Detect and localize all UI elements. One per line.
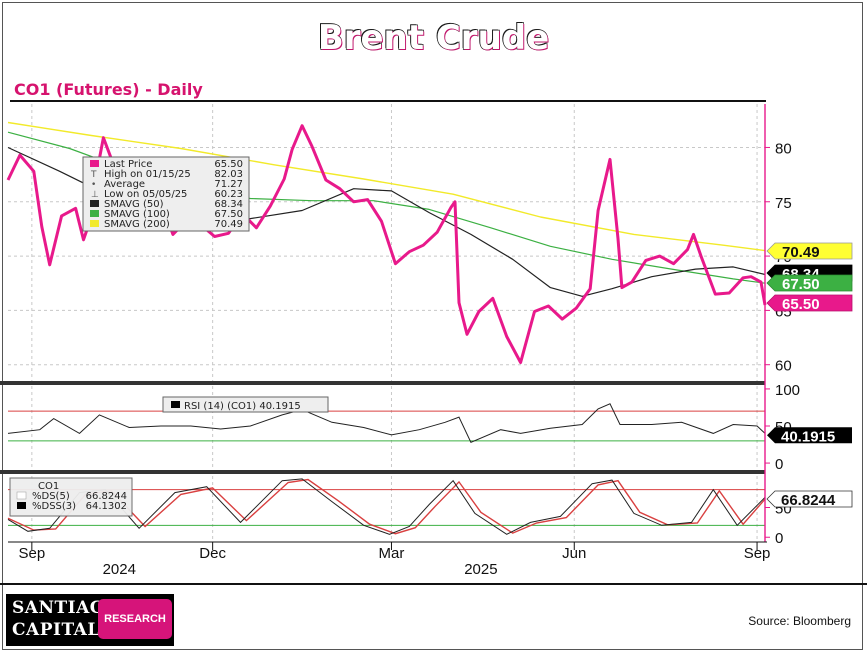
price-tick-label-0: 80 bbox=[775, 140, 792, 157]
price-value-tag-green bbox=[766, 274, 853, 292]
legend-label-4: SMAVG (50) bbox=[104, 199, 164, 210]
logo-line2: CAPITAL bbox=[12, 620, 100, 640]
x-tick-label-0: Sep bbox=[18, 545, 45, 562]
stoch-value-label: 66.8244 bbox=[781, 492, 836, 509]
x-year-label-1: 2025 bbox=[464, 561, 497, 578]
legend-label-0: Last Price bbox=[104, 159, 152, 170]
rsi-value-tag bbox=[767, 427, 852, 444]
stoch-legend-label-2: %DSS(3) bbox=[32, 501, 76, 512]
stoch-dss-line bbox=[7, 478, 766, 535]
legend-marker-1: T bbox=[90, 170, 97, 180]
legend-marker-4 bbox=[90, 200, 99, 207]
subtitle-divider bbox=[10, 100, 766, 102]
rsi-legend-box bbox=[162, 396, 329, 413]
price-tick-label-4: 60 bbox=[775, 358, 792, 375]
rsi-separator bbox=[0, 381, 765, 385]
price-tick-label-1: 75 bbox=[775, 195, 792, 212]
legend-value-3: 60.23 bbox=[214, 189, 243, 200]
price-value-label-yellow: 70.49 bbox=[782, 244, 820, 261]
stoch-legend-label-0: CO1 bbox=[38, 481, 59, 492]
legend-value-6: 70.49 bbox=[214, 219, 243, 230]
legend-label-1: High on 01/15/25 bbox=[104, 169, 191, 180]
legend-value-0: 65.50 bbox=[214, 159, 243, 170]
legend-marker-6 bbox=[90, 220, 99, 227]
stoch-legend-box bbox=[9, 477, 133, 517]
source-note: Source: Bloomberg bbox=[748, 614, 851, 628]
x-tick-label-3: Jun bbox=[562, 545, 586, 562]
x-tick-label-4: Sep bbox=[744, 545, 771, 562]
chart-subtitle: CO1 (Futures) - Daily bbox=[14, 80, 203, 99]
stoch-legend-value-2: 64.1302 bbox=[86, 501, 127, 512]
legend-marker-3: ⊥ bbox=[91, 190, 99, 200]
legend-value-5: 67.50 bbox=[214, 209, 243, 220]
rsi-tick-label-2: 0 bbox=[775, 456, 783, 473]
legend-marker-0 bbox=[90, 160, 99, 167]
legend-value-1: 82.03 bbox=[214, 169, 243, 180]
rsi-value-label: 40.1915 bbox=[781, 428, 835, 445]
stoch-legend-marker-2 bbox=[17, 502, 26, 509]
stoch-legend-label-1: %DS(5) bbox=[32, 491, 70, 502]
stoch-separator bbox=[0, 470, 765, 474]
footer-divider bbox=[0, 583, 867, 585]
price-value-tag-yellow bbox=[766, 242, 853, 260]
legend-label-6: SMAVG (200) bbox=[104, 219, 170, 230]
legend-label-2: Average bbox=[104, 179, 145, 190]
logo-badge: RESEARCH bbox=[98, 599, 172, 639]
legend-label-3: Low on 05/05/25 bbox=[104, 189, 187, 200]
page-title: Brent Crude bbox=[317, 17, 550, 58]
price-value-tag-pink bbox=[766, 294, 853, 312]
price-value-label-green: 67.50 bbox=[782, 276, 820, 293]
price-value-label-pink: 65.50 bbox=[782, 296, 820, 313]
series-line-sma200 bbox=[7, 121, 766, 252]
legend-marker-2: • bbox=[91, 180, 96, 190]
rsi-tick-label-0: 100 bbox=[775, 382, 800, 399]
rsi-legend-text: RSI (14) (CO1) 40.1915 bbox=[184, 401, 301, 412]
logo-line1: SANTIAGO bbox=[12, 598, 121, 618]
x-year-label-0: 2024 bbox=[103, 561, 136, 578]
stoch-value-tag bbox=[766, 490, 853, 508]
santiago-capital-logo: SANTIAGO CAPITAL RESEARCH bbox=[6, 594, 174, 646]
x-tick-label-1: Dec bbox=[199, 545, 226, 562]
legend-marker-5 bbox=[90, 210, 99, 217]
legend-label-5: SMAVG (100) bbox=[104, 209, 170, 220]
stoch-tick-label-1: 0 bbox=[775, 530, 783, 547]
rsi-line bbox=[7, 403, 766, 443]
legend-value-2: 71.27 bbox=[214, 179, 243, 190]
stoch-legend-marker-1 bbox=[16, 491, 27, 500]
x-tick-label-2: Mar bbox=[379, 545, 405, 562]
stoch-legend-value-1: 66.8244 bbox=[86, 491, 127, 502]
price-legend-box bbox=[82, 156, 250, 232]
rsi-legend-marker bbox=[171, 401, 180, 408]
legend-value-4: 68.34 bbox=[214, 199, 243, 210]
